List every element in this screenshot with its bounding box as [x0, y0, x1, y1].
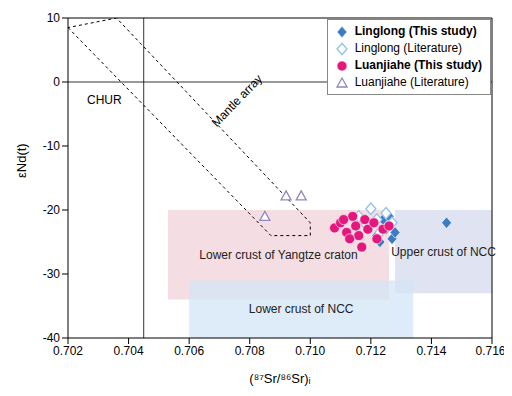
svg-text:Lower crust of Yangtze craton: Lower crust of Yangtze craton [199, 248, 357, 262]
svg-text:0: 0 [53, 75, 60, 89]
svg-text:(⁸⁷Sr/⁸⁶Sr)ᵢ: (⁸⁷Sr/⁸⁶Sr)ᵢ [249, 371, 310, 386]
svg-text:0.702: 0.702 [53, 344, 83, 358]
html-text:Linglong (This study): Linglong (This study) [354, 24, 477, 38]
svg-text:0.710: 0.710 [295, 344, 325, 358]
svg-text:-40: -40 [43, 331, 61, 345]
svg-text:0.704: 0.704 [114, 344, 144, 358]
svg-text:10: 10 [47, 11, 61, 25]
html-text:Linglong (Literature): Linglong (Literature) [354, 41, 463, 55]
svg-text:CHUR: CHUR [87, 93, 122, 107]
svg-text:Upper crust of NCC: Upper crust of NCC [391, 245, 496, 259]
svg-text:-20: -20 [43, 203, 61, 217]
svg-text:Mantle array: Mantle array [209, 72, 265, 130]
html-text:Luanjiahe (This study): Luanjiahe (This study) [354, 58, 482, 72]
svg-text:-10: -10 [43, 139, 61, 153]
svg-text:-30: -30 [43, 267, 61, 281]
svg-text:εNd(t): εNd(t) [14, 143, 29, 178]
svg-text:0.706: 0.706 [174, 344, 204, 358]
svg-text:0.716: 0.716 [475, 344, 504, 358]
svg-text:0.712: 0.712 [356, 344, 386, 358]
svg-text:0.708: 0.708 [235, 344, 265, 358]
svg-text:Lower crust of NCC: Lower crust of NCC [249, 302, 354, 316]
svg-text:0.714: 0.714 [416, 344, 446, 358]
html-text:Luanjiahe (Literature): Luanjiahe (Literature) [354, 75, 469, 89]
